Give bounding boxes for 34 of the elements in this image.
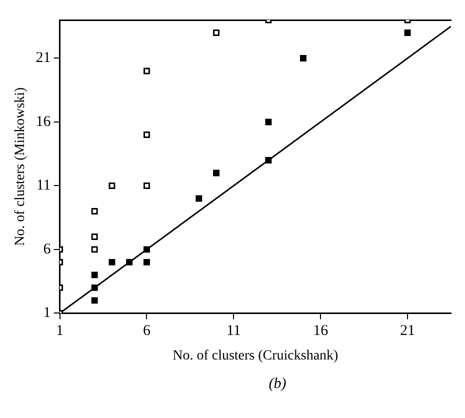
point <box>144 182 150 189</box>
point <box>265 157 272 164</box>
y-tick-label: 16 <box>36 114 52 130</box>
x-tick-label: 16 <box>313 323 329 340</box>
point <box>213 170 220 176</box>
point <box>265 118 272 126</box>
x-tick-label: 1 <box>56 323 64 340</box>
point <box>144 258 150 266</box>
x-tick-label: 11 <box>226 323 241 340</box>
x-tick-label: 21 <box>400 323 416 340</box>
y-tick-label: 1 <box>43 305 51 322</box>
point <box>300 55 306 62</box>
x-axis-title: No. of clusters (Cruickshank) <box>172 348 339 364</box>
y-tick-label: 6 <box>43 241 52 258</box>
point <box>91 208 98 214</box>
y-tick-label: 11 <box>36 178 51 194</box>
point <box>91 284 98 291</box>
point <box>91 233 98 240</box>
point <box>126 258 133 266</box>
point <box>91 297 98 304</box>
point <box>213 30 220 36</box>
point <box>91 272 98 278</box>
point <box>144 246 150 253</box>
point <box>196 195 202 202</box>
y-tick-label: 21 <box>36 50 51 66</box>
y-axis-title: No. of clusters (Minkowski) <box>13 86 28 246</box>
point <box>144 132 150 138</box>
x-tick-label: 6 <box>142 323 151 340</box>
point <box>91 246 98 253</box>
point <box>108 258 116 266</box>
point <box>144 68 150 74</box>
text: (b) <box>268 376 288 393</box>
point <box>108 182 116 189</box>
point <box>404 30 411 36</box>
